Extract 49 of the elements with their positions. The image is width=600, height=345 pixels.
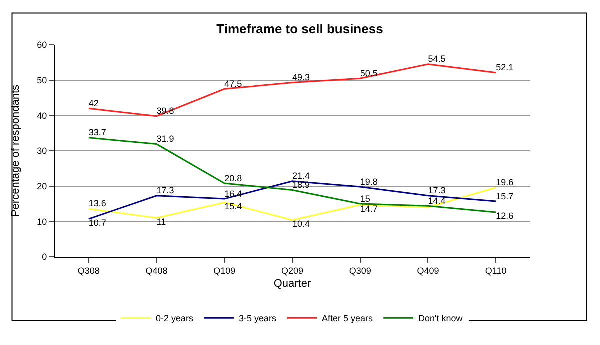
legend-label: 0-2 years <box>156 314 194 324</box>
data-label: 18.9 <box>292 180 310 190</box>
line-series <box>88 137 497 214</box>
data-label: 14.7 <box>360 204 378 214</box>
data-label: 50.5 <box>360 68 378 78</box>
data-label: 19.8 <box>360 176 378 187</box>
y-tick-label: 10 <box>37 216 48 227</box>
data-label: 11 <box>156 216 166 227</box>
data-label: 42 <box>88 98 99 108</box>
x-tick-label: Q309 <box>349 266 372 276</box>
data-label: 19.6 <box>496 178 514 188</box>
line-series <box>88 180 497 220</box>
x-tick-label: Q308 <box>78 266 100 276</box>
data-label: 49.3 <box>292 72 310 83</box>
data-label: 52.1 <box>496 62 514 73</box>
y-tick-label: 0 <box>42 252 48 262</box>
data-label: 15.7 <box>496 191 514 202</box>
x-tick-label: Q109 <box>214 266 236 276</box>
data-label: 33.7 <box>88 128 106 138</box>
y-tick-label: 20 <box>37 181 48 192</box>
chart-title: Timeframe to sell business <box>216 21 384 36</box>
y-tick-label: 60 <box>37 40 48 50</box>
x-tick-label: Q110 <box>485 266 507 276</box>
y-tick-label: 50 <box>37 75 48 86</box>
line-series <box>88 64 497 118</box>
data-label: 17.3 <box>428 186 446 196</box>
x-tick-label: Q408 <box>146 266 168 276</box>
data-label: 31.9 <box>156 134 174 144</box>
y-tick-label: 30 <box>37 146 48 156</box>
y-axis-title: Percentage of respondants <box>10 84 22 218</box>
data-label: 13.6 <box>88 198 106 209</box>
data-label: 20.8 <box>224 173 242 184</box>
legend-label: 3-5 years <box>239 314 278 324</box>
data-label: 54.5 <box>428 54 446 64</box>
data-label: 10.4 <box>292 219 310 229</box>
data-label: 14.4 <box>428 196 446 206</box>
y-tick-label: 40 <box>37 110 48 121</box>
legend-label: Don't know <box>418 314 464 324</box>
data-label: 10.7 <box>88 218 106 228</box>
x-axis-title: Quarter <box>274 278 312 290</box>
data-label: 17.3 <box>156 186 174 196</box>
data-label: 21.4 <box>292 171 310 182</box>
legend-label: After 5 years <box>322 314 374 324</box>
data-label: 12.6 <box>496 211 514 222</box>
x-tick-label: Q409 <box>417 266 440 276</box>
data-label: 47.5 <box>224 78 242 89</box>
data-label: 15 <box>360 194 370 204</box>
data-label: 16.4 <box>224 188 242 199</box>
x-tick-label: Q209 <box>281 266 304 276</box>
